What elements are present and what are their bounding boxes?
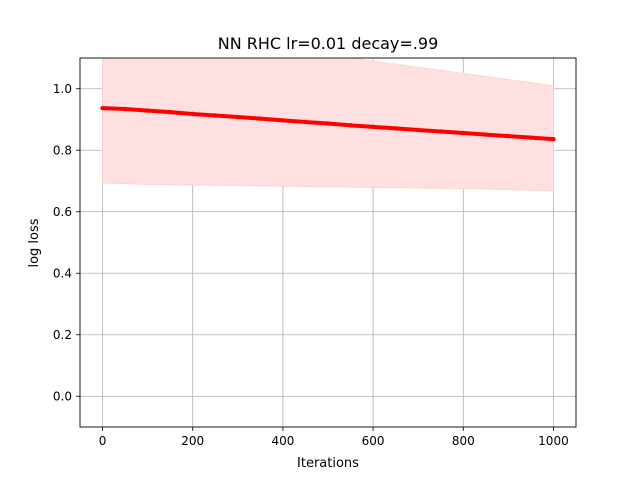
data-point: [167, 109, 173, 115]
y-tick-label: 1.0: [53, 82, 72, 96]
data-point: [122, 106, 128, 112]
x-tick-label: 1000: [538, 434, 569, 448]
x-tick-label: 800: [452, 434, 475, 448]
y-tick-label: 0.6: [53, 205, 72, 219]
x-axis-label: Iterations: [297, 456, 359, 471]
data-point: [415, 127, 421, 133]
data-point: [393, 126, 398, 131]
data-point: [145, 108, 150, 113]
data-point: [258, 116, 263, 121]
data-point: [348, 123, 353, 128]
y-axis-label: log loss: [27, 218, 42, 267]
y-tick-label: 0.4: [53, 266, 72, 280]
x-tick-label: 600: [362, 434, 385, 448]
data-point: [280, 118, 286, 123]
x-axis: 0 200 400 600 800 1000: [99, 427, 569, 448]
x-tick-label: 400: [271, 434, 294, 448]
y-tick-label: 0.8: [53, 143, 72, 157]
data-point: [551, 136, 556, 142]
plot-frame: [79, 57, 577, 428]
chart-title: NN RHC lr=0.01 decay=.99: [218, 34, 439, 53]
data-point: [483, 132, 489, 137]
data-point: [461, 130, 466, 136]
data-point: [303, 119, 308, 125]
data-point: [213, 113, 218, 118]
line-layer: [100, 105, 556, 142]
data-point: [438, 129, 443, 134]
data-point: [235, 114, 241, 120]
y-tick-label: 0.2: [53, 328, 72, 342]
x-tick-label: 200: [181, 434, 204, 448]
data-point: [325, 121, 331, 126]
data-point: [100, 105, 105, 111]
data-point: [506, 133, 511, 139]
data-point: [190, 111, 195, 117]
data-point: [370, 124, 376, 130]
y-axis: 0.0 0.2 0.4 0.6 0.8 1.0: [53, 82, 80, 403]
y-tick-label: 0.0: [53, 389, 72, 403]
data-point: [528, 135, 534, 140]
x-tick-label: 0: [99, 434, 107, 448]
